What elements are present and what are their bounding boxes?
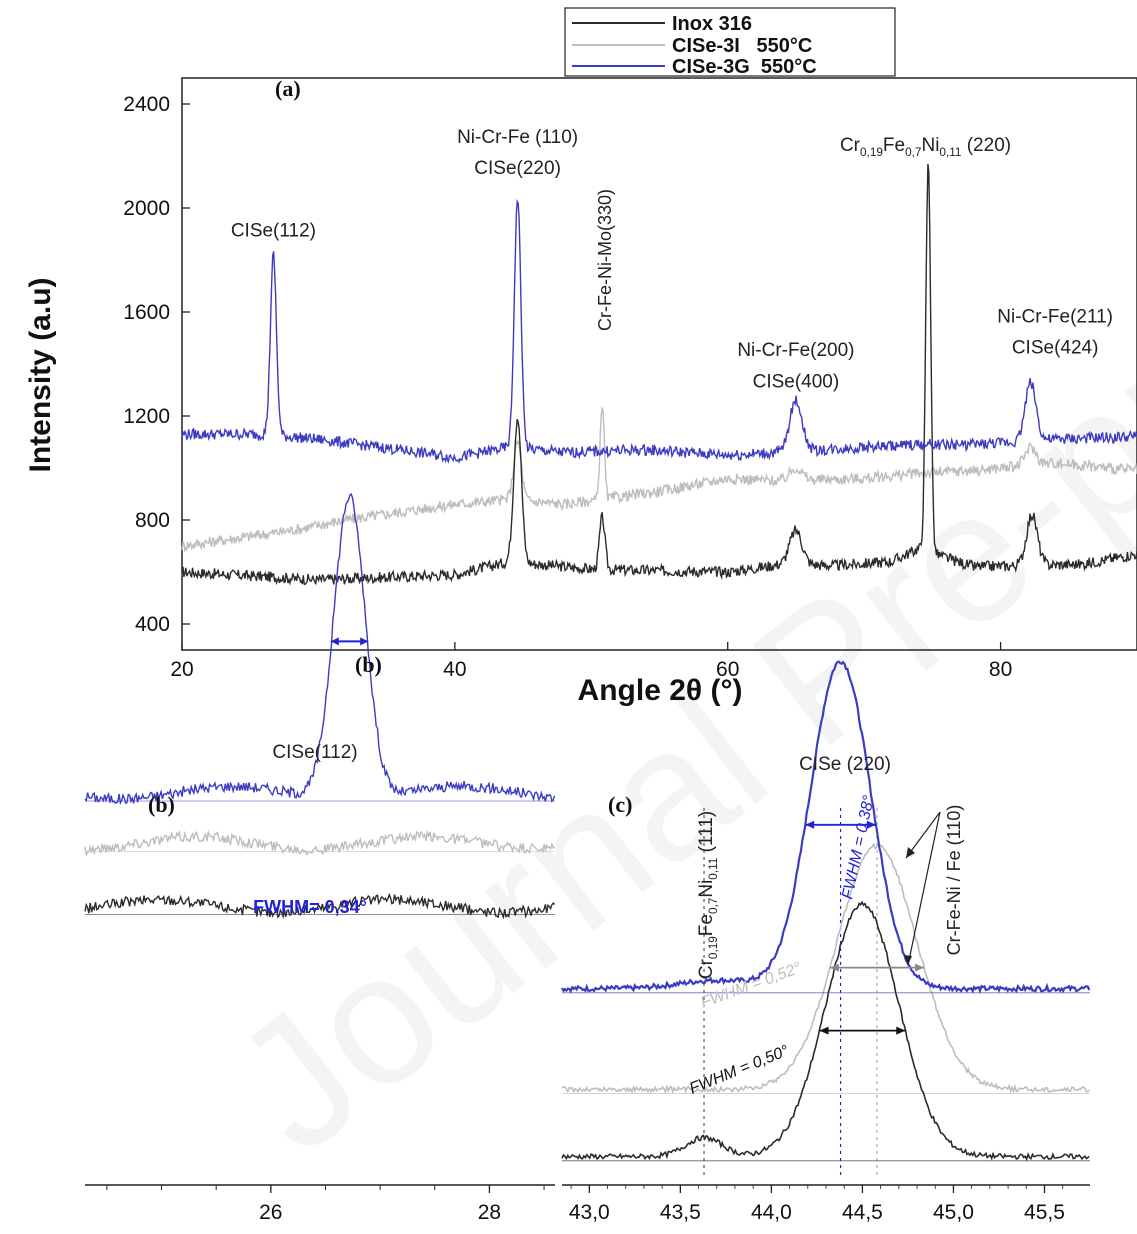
x-tick-label: 44,0 (751, 1201, 792, 1224)
legend-box (564, 7, 896, 77)
series-line-1 (181, 407, 1137, 553)
x-tick-label: 45,5 (1024, 1201, 1065, 1224)
x-tick-label: 43,5 (660, 1201, 701, 1224)
fwhm-arrowhead (896, 1026, 906, 1035)
y-tick-label: 400 (135, 613, 170, 636)
panel-b-fwhm-label: FWHM= 0,34° (253, 897, 367, 917)
panel-a-label: (a) (275, 76, 301, 101)
series-line-0 (84, 492, 556, 806)
y-tick-label: 2000 (123, 197, 170, 220)
series-line-2 (181, 198, 1137, 464)
pointer-arrowhead (906, 847, 915, 858)
panel-b-label: (b) (148, 792, 175, 817)
peak-label: CISe(400) (753, 371, 840, 392)
fwhm-arrowhead (805, 820, 815, 829)
legend-label-cise3i: CISe-3I 550°C (672, 35, 812, 57)
pointer-arrowhead (904, 955, 912, 965)
peak-label: CISe(112) (231, 221, 316, 242)
y-tick-label: 800 (135, 509, 170, 532)
peak-label: Cr-Fe-Ni-Mo(330) (595, 189, 615, 331)
panel-a-series (181, 163, 1137, 586)
x-tick-label: 40 (443, 658, 466, 681)
y-tick-label: 1200 (123, 405, 170, 428)
y-tick-label: 1600 (123, 301, 170, 324)
fwhm-arrowhead (330, 637, 339, 646)
x-tick-label: 60 (716, 658, 739, 681)
panel-a-annotations: CISe(112) Ni-Cr-Fe (110) CISe(220) Cr-Fe-Ni… (231, 127, 1113, 392)
x-tick-label: 45,0 (933, 1201, 974, 1224)
peak-label: Ni-Cr-Fe(211) (997, 306, 1113, 327)
fwhm-arrowhead (829, 963, 839, 972)
panel-c-right-peak-label: Cr-Fe-Ni / Fe (110) (944, 805, 964, 956)
peak-label: CISe(220) (474, 158, 561, 179)
x-tick-label: 26 (259, 1201, 282, 1224)
panel-c-peak-label: CISe (220) (799, 754, 891, 775)
panel-c-fwhm (805, 811, 941, 1035)
fwhm-arrowhead (819, 1026, 829, 1035)
x-tick-label: 28 (478, 1201, 501, 1224)
x-tick-label: 80 (989, 658, 1012, 681)
panel-b-fwhm (330, 637, 369, 646)
fwhm-arrowhead (866, 820, 876, 829)
peak-label: Cr0,19Fe0,7Ni0,11 (220) (840, 135, 1011, 159)
pointer-arrow (907, 811, 941, 966)
panel-b-label-upper: (b) (355, 652, 382, 677)
x-tick-label: 43,0 (569, 1201, 610, 1224)
y-tick-label: 2400 (123, 93, 170, 116)
panel-a-frame (181, 77, 1137, 651)
panel-c-reference-lines (703, 808, 878, 1175)
fwhm-arrowhead (360, 637, 369, 646)
x-tick-label: 20 (170, 658, 193, 681)
panel-c-ticks: 43,0 43,5 44,0 44,5 45,0 45,5 (569, 1185, 1065, 1224)
series-line-0 (181, 163, 1137, 586)
x-axis-title: Angle 2θ (°) (578, 674, 743, 707)
x-tick-label: 44,5 (842, 1201, 883, 1224)
series-line-2 (84, 892, 556, 920)
legend: Inox 316 CISe-3I 550°C CISe-3G 550°C (564, 7, 896, 78)
peak-label: Ni-Cr-Fe (110) (457, 127, 578, 148)
legend-label-cise3g: CISe-3G 550°C (672, 56, 817, 78)
panel-c-series (561, 660, 1091, 1162)
panel-b-series (84, 492, 556, 920)
legend-label-inox: Inox 316 (672, 13, 752, 35)
fwhm-arrowhead (915, 963, 925, 972)
panel-b-ticks: 26 28 (106, 1185, 545, 1224)
y-axis-title: Intensity (a.u) (24, 277, 57, 472)
peak-label: CISe(424) (1012, 338, 1099, 359)
panel-b-peak-label: CISe(112) (272, 742, 357, 763)
panel-a-axes: 20 40 60 80 400 800 1200 1600 2000 2400 (123, 93, 1012, 681)
panel-c-left-peak-label: Cr0,19Fe0,7Ni0,11 (111) (696, 811, 720, 979)
panel-b: 26 28 (b) (b) CISe(112) FWHM= 0,34° (84, 492, 556, 1224)
peak-label: Ni-Cr-Fe(200) (737, 340, 854, 361)
series-line-1 (561, 842, 1090, 1095)
panel-c-label: (c) (608, 792, 632, 817)
series-line-0 (561, 660, 1091, 994)
series-line-2 (561, 900, 1090, 1162)
panel-a: 20 40 60 80 400 800 1200 1600 2000 2400 CISe(112)… (24, 7, 1137, 707)
